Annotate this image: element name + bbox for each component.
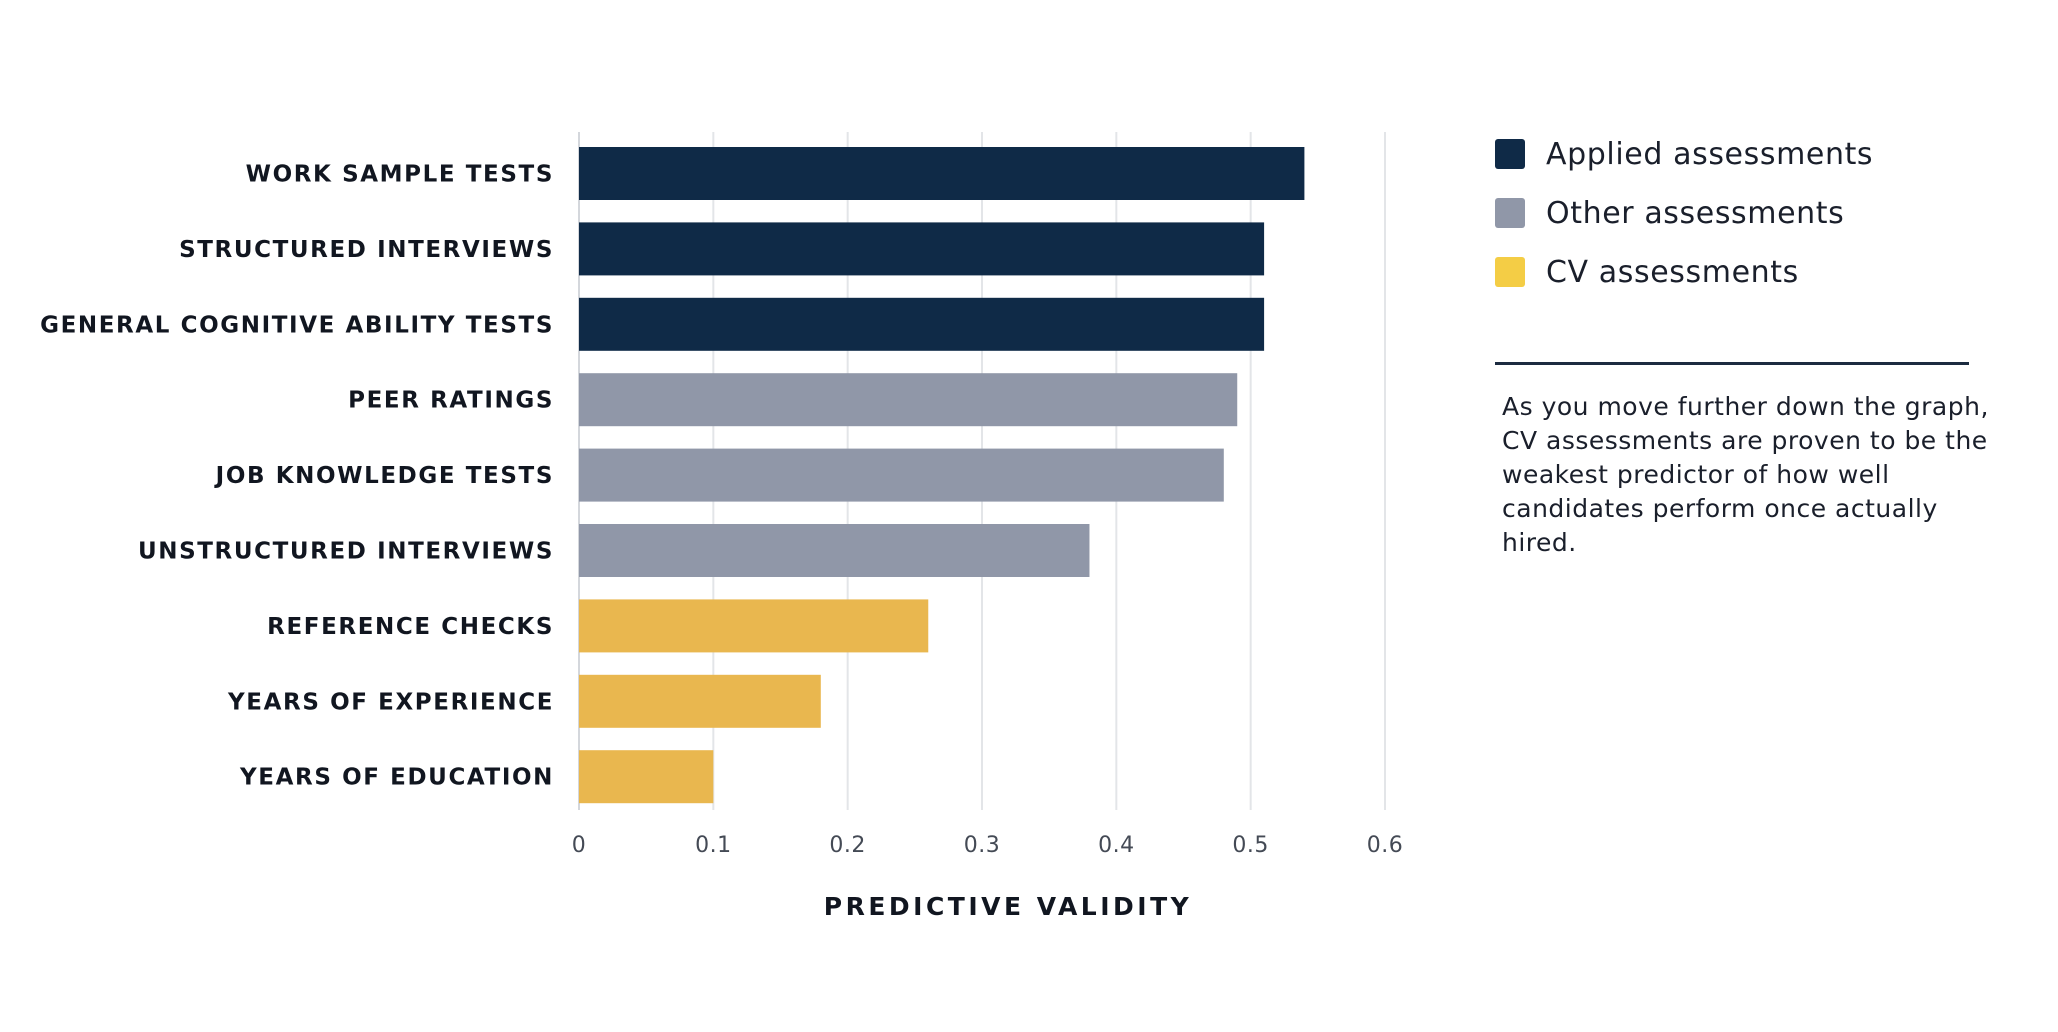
legend-item-applied: Applied assessments (1495, 136, 2015, 172)
legend: Applied assessments Other assessments CV… (1495, 137, 2015, 314)
chart-note: As you move further down the graph, CV a… (1502, 392, 1989, 557)
x-tick-label: 0.1 (695, 833, 732, 858)
bar (579, 222, 1265, 276)
legend-label-cv: CV assessments (1546, 254, 1799, 290)
x-tick-label: 0.6 (1367, 833, 1404, 858)
category-label: JOB KNOWLEDGE TESTS (214, 463, 554, 489)
legend-label-applied: Applied assessments (1546, 136, 1874, 172)
bar (579, 373, 1238, 427)
legend-swatch-other (1495, 198, 1525, 228)
category-label: WORK SAMPLE TESTS (246, 162, 554, 188)
bar (579, 524, 1090, 577)
bar (579, 750, 714, 804)
x-tick-labels: 0 0.1 0.2 0.3 0.4 0.5 0.6 (572, 833, 1404, 858)
legend-swatch-cv (1495, 257, 1525, 287)
bar (579, 448, 1224, 502)
x-tick-label: 0.4 (1098, 833, 1135, 858)
legend-item-cv: CV assessments (1495, 254, 2015, 290)
category-label: YEARS OF EDUCATION (239, 765, 554, 791)
x-tick-label: 0.2 (829, 833, 866, 858)
x-tick-label: 0 (572, 833, 587, 858)
legend-item-other: Other assessments (1495, 195, 2015, 231)
category-label: REFERENCE CHECKS (267, 614, 554, 640)
category-label: UNSTRUCTURED INTERVIEWS (138, 539, 554, 565)
x-tick-label: 0.3 (964, 833, 1001, 858)
bars (579, 147, 1305, 804)
x-tick-label: 0.5 (1232, 833, 1269, 858)
category-labels: WORK SAMPLE TESTS STRUCTURED INTERVIEWS GE… (40, 162, 554, 791)
category-label: PEER RATINGS (348, 388, 554, 414)
legend-label-other: Other assessments (1546, 195, 1845, 231)
legend-divider (1495, 362, 1969, 365)
category-label: YEARS OF EXPERIENCE (227, 689, 554, 715)
category-label: GENERAL COGNITIVE ABILITY TESTS (40, 312, 554, 338)
bar (579, 297, 1265, 351)
bar (579, 599, 929, 653)
category-label: STRUCTURED INTERVIEWS (179, 237, 554, 263)
bar (579, 674, 821, 728)
bar (579, 147, 1305, 200)
legend-swatch-applied (1495, 139, 1525, 169)
x-axis-title: PREDICTIVE VALIDITY (824, 892, 1192, 921)
